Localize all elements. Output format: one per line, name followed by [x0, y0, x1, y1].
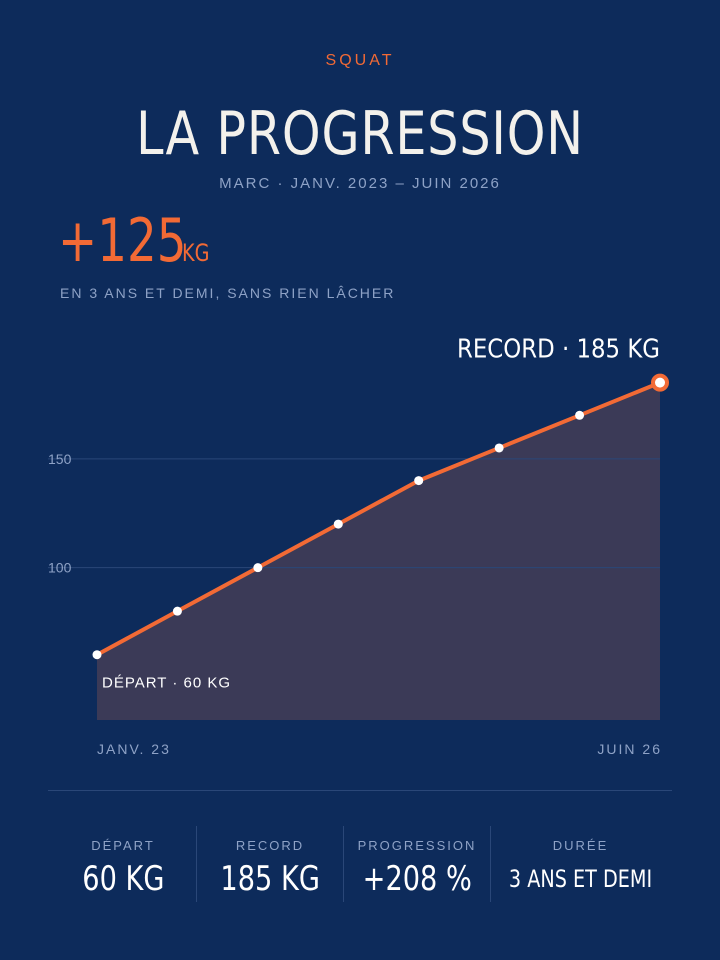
data-point — [494, 443, 504, 453]
stat-progression: PROGRESSION +208 % — [343, 826, 490, 902]
chart-kicker: SQUAT — [325, 52, 395, 69]
stat-label: DÉPART — [91, 838, 155, 853]
chart-title: LA PROGRESSION — [136, 99, 584, 169]
data-point — [92, 650, 102, 660]
x-tick-label: JUIN 26 — [597, 741, 662, 757]
y-tick-label: 150 — [48, 451, 72, 467]
series-line — [95, 380, 662, 657]
data-point — [333, 519, 343, 529]
stat-label: RECORD — [235, 838, 305, 853]
record-annotation: RECORD · 185 KG — [457, 335, 660, 365]
stat-value: 60 KG — [81, 859, 165, 899]
stats-row: DÉPART 60 KG RECORD 185 KG PROGRESSION +… — [50, 826, 670, 902]
gain-unit: KG — [182, 239, 210, 267]
stat-value: +208 % — [362, 859, 472, 899]
gain-highlight: +125 KG — [58, 205, 216, 277]
stat-record: RECORD 185 KG — [196, 826, 343, 902]
stat-start: DÉPART 60 KG — [50, 826, 196, 902]
stat-duration: DURÉE 3 ANS ET DEMI — [490, 826, 670, 902]
data-point — [253, 563, 263, 573]
x-tick-label: JANV. 23 — [97, 741, 171, 757]
stat-value: 3 ANS ET DEMI — [508, 865, 653, 893]
stat-value: 185 KG — [220, 859, 320, 899]
stat-label: PROGRESSION — [357, 838, 477, 853]
area-fill — [97, 382, 660, 720]
data-point — [575, 410, 585, 420]
chart-subtitle: MARC · JANV. 2023 – JUIN 2026 — [219, 175, 501, 192]
data-point — [414, 476, 424, 486]
stats-divider — [48, 790, 672, 791]
data-point — [172, 606, 182, 616]
y-tick-label: 100 — [48, 560, 72, 576]
stat-label: DURÉE — [552, 838, 609, 853]
gain-note: EN 3 ANS ET DEMI, SANS RIEN LÂCHER — [60, 285, 396, 301]
start-annotation: DÉPART · 60 KG — [102, 675, 231, 692]
record-point — [651, 373, 669, 392]
